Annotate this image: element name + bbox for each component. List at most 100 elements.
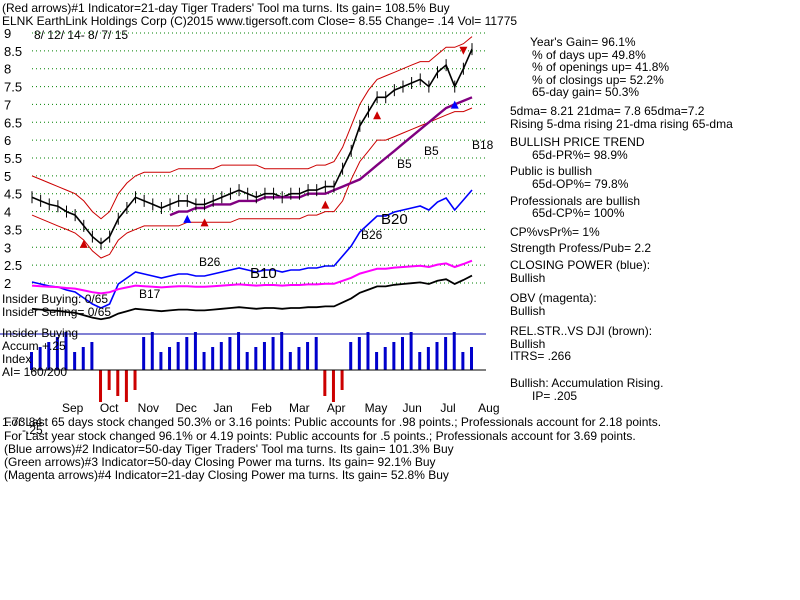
price-tick-label: 3 — [4, 240, 11, 255]
month-label: Mar — [289, 401, 310, 415]
price-axis-labels: 2 2.5 3 3.5 4 4.5 5 5.5 6 6.5 7 7.5 8 8.5 9 — [4, 26, 22, 291]
accum-bar — [116, 370, 120, 396]
days-up: % of days up= 49.8% — [532, 47, 646, 62]
footer-magenta-arrows: (Magenta arrows)#4 Indicator=21-day Clos… — [4, 468, 449, 482]
accum-bar — [444, 337, 448, 370]
accum-bar — [150, 332, 154, 370]
accum-bar — [331, 370, 335, 402]
accum-bar — [452, 332, 456, 370]
price-tick-label: 5 — [4, 169, 11, 184]
accum-rising: Bullish: Accumulation Rising. — [510, 376, 664, 391]
label-b20: B20 — [381, 211, 408, 228]
accum-bar — [271, 337, 275, 370]
stock-title: ELNK EarthLink Holdings Corp (C)2015 www… — [2, 14, 518, 28]
day65-gain: 65-day gain= 50.3% — [532, 85, 640, 100]
accum-bar — [202, 352, 206, 370]
price-series — [31, 36, 473, 259]
accum-bar — [47, 342, 51, 370]
date-range: 8/ 12/ 14- 8/ 7/ 15 — [34, 28, 129, 42]
obv-line — [31, 259, 473, 295]
month-label: Aug — [478, 401, 499, 415]
label-b26a: B26 — [361, 228, 383, 242]
insider-buying-2: Insider Buying — [2, 326, 79, 340]
accum-bar — [280, 332, 284, 370]
accum-bar — [461, 352, 465, 370]
month-label: Jan — [213, 401, 232, 415]
indicator-lines — [31, 189, 473, 321]
stats-panel: Year's Gain= 96.1% % of days up= 49.8% %… — [510, 36, 733, 402]
signal-arrow — [459, 46, 468, 55]
month-label: Feb — [251, 401, 272, 415]
indicator-1-title: (Red arrows)#1 Indicator=21-day Tiger Tr… — [2, 1, 450, 15]
insider-buying: Insider Buying: 0/65 — [2, 292, 109, 306]
accum-label: Accum +.25 — [2, 339, 66, 353]
signal-arrow — [200, 218, 209, 227]
accum-bar — [159, 352, 163, 370]
footer-65day: For Last 65 days stock changed 50.3% or … — [4, 415, 662, 429]
cp-vs-pr: CP%vsPr%= 1% — [510, 224, 600, 239]
dma-values: 5dma= 8.21 21dma= 7.8 65dma=7.2 — [510, 103, 705, 118]
accumulation-index-histogram — [30, 332, 473, 402]
accum-bar — [392, 342, 396, 370]
series-upper-band — [31, 36, 473, 220]
price-tick-label: 8.5 — [4, 44, 22, 59]
label-b26b: B26 — [199, 255, 221, 269]
closing-power-status: Bullish — [510, 270, 546, 285]
closings-up: % of closings up= 52.2% — [532, 72, 664, 87]
accum-bar — [470, 347, 473, 370]
label-b5a: B5 — [397, 157, 412, 171]
price-tick-label: 4.5 — [4, 187, 22, 202]
accum-bar — [133, 370, 137, 390]
openings-up: % of openings up= 41.8% — [532, 60, 670, 75]
label-b10: B10 — [250, 265, 277, 282]
insider-selling: Insider Selling= 0/65 — [2, 305, 112, 319]
prof-bullish: Professionals are bullish — [510, 193, 641, 208]
accum-minus-label: -.25 — [22, 423, 43, 437]
price-tick-label: 9 — [4, 26, 11, 41]
accum-bar — [288, 352, 292, 370]
accum-bar — [375, 352, 379, 370]
accum-bar — [124, 370, 128, 402]
itrs-value: ITRS= .266 — [510, 349, 572, 364]
accum-bar — [254, 347, 258, 370]
accum-bar — [383, 347, 387, 370]
accum-bar — [435, 342, 439, 370]
month-label: Nov — [138, 401, 159, 415]
accum-bar — [306, 342, 310, 370]
accum-bar — [219, 342, 223, 370]
accum-bar — [168, 347, 172, 370]
month-label: Jun — [403, 401, 422, 415]
ai-label: AI= 160/200 — [2, 365, 68, 379]
relative-strength-line — [31, 274, 473, 321]
pr-value: 65d-PR%= 98.9% — [532, 147, 628, 162]
obv-label: OBV (magenta): — [510, 291, 597, 306]
series-lower-band — [31, 107, 473, 259]
accum-bar — [99, 370, 103, 402]
accum-bar — [262, 342, 266, 370]
label-b5b: B5 — [424, 144, 439, 158]
month-label: May — [365, 401, 388, 415]
month-label: Jul — [440, 401, 455, 415]
footer-green-arrows: (Green arrows)#3 Indicator=50-day Closin… — [4, 455, 436, 469]
signal-arrow — [450, 100, 459, 109]
label-b17: B17 — [139, 287, 161, 301]
label-b18: B18 — [472, 138, 494, 152]
price-tick-label: 5.5 — [4, 151, 22, 166]
closing-power-line — [31, 189, 473, 309]
accum-bar — [418, 352, 422, 370]
ip-value: IP= .205 — [532, 388, 578, 403]
signal-arrow — [183, 214, 192, 223]
price-tick-label: 6 — [4, 133, 11, 148]
price-tick-label: 8 — [4, 62, 11, 77]
accum-bar — [90, 342, 94, 370]
accum-bar — [228, 337, 232, 370]
price-tick-label: 3.5 — [4, 222, 22, 237]
index-label: Index — [2, 352, 32, 366]
accum-bar — [142, 337, 146, 370]
accum-bar — [426, 347, 430, 370]
signal-arrows — [79, 46, 468, 248]
footer-year: For Last year stock changed 96.1% or 4.1… — [4, 429, 636, 443]
price-grid — [32, 32, 486, 284]
accum-bar — [297, 347, 301, 370]
